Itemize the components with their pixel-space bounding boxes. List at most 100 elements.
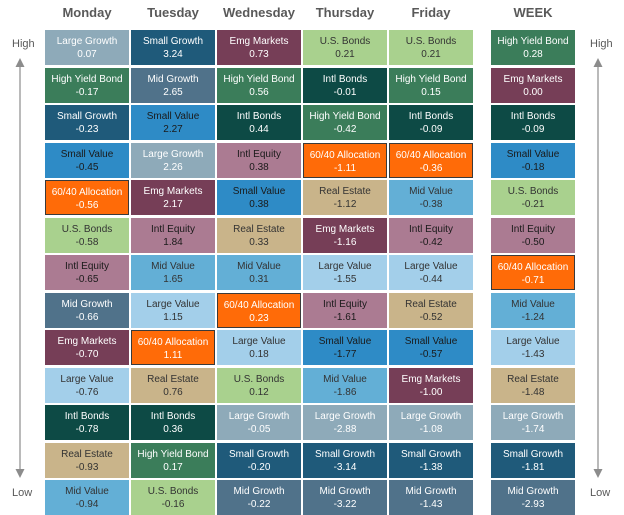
cell-label: 60/40 Allocation	[51, 187, 123, 198]
cell-label: Intl Equity	[409, 223, 453, 235]
low-label-right: Low	[590, 487, 611, 499]
cell-value: 0.17	[163, 461, 183, 473]
cell-label: Real Estate	[233, 223, 285, 235]
cell-label: Mid Growth	[61, 298, 113, 310]
quilt-cell: Mid Growth -1.43	[389, 480, 473, 515]
column-header: WEEK	[513, 5, 553, 20]
cell-value: -0.78	[75, 424, 99, 435]
cell-value: 0.73	[249, 49, 269, 60]
cell-label: Small Growth	[56, 111, 117, 122]
cell-label: Real Estate	[147, 373, 199, 385]
quilt-cell: High Yield Bond 0.56	[217, 67, 301, 103]
cell-value: -0.36	[419, 162, 443, 174]
cell-label: Mid Growth	[507, 486, 559, 497]
cell-label: Intl Equity	[65, 261, 109, 272]
cell-label: Small Value	[232, 186, 286, 197]
cell-value: 2.27	[163, 124, 183, 135]
quilt-cell: Small Growth -1.38	[389, 442, 473, 478]
quilt-cell: 60/40 Allocation -0.56	[45, 180, 129, 215]
cell-value: 3.24	[163, 49, 183, 60]
cell-label: 60/40 Allocation	[309, 149, 381, 161]
cell-value: -0.56	[75, 200, 99, 211]
cell-label: Mid Growth	[319, 486, 371, 497]
cell-label: Intl Bonds	[150, 411, 196, 422]
cell-value: -0.76	[75, 386, 99, 398]
cell-value: -0.44	[419, 274, 443, 285]
cell-label: U.S. Bonds	[319, 36, 371, 47]
quilt-cell: High Yield Bond 0.15	[389, 67, 473, 103]
cell-label: Large Growth	[142, 148, 204, 160]
quilt-cell: 60/40 Allocation -0.71	[491, 255, 575, 290]
quilt-cell: High Yield Bond -0.17	[45, 67, 129, 103]
cell-value: -0.22	[247, 499, 271, 510]
cell-label: Mid Value	[151, 261, 195, 272]
cell-value: -0.52	[419, 311, 443, 323]
cell-label: High Yield Bond	[137, 448, 209, 460]
cell-value: 1.84	[163, 236, 183, 248]
column-header: Tuesday	[147, 5, 199, 20]
quilt-cell: Large Growth -1.08	[389, 405, 473, 440]
cell-label: Emg Markets	[315, 223, 375, 235]
quilt-cell: Large Value -0.76	[45, 367, 129, 403]
cell-label: Large Growth	[56, 36, 118, 47]
quilt-cell: Emg Markets 2.17	[131, 180, 215, 215]
cell-value: 0.07	[77, 49, 97, 60]
cell-label: Intl Bonds	[322, 73, 368, 85]
cell-label: Intl Bonds	[64, 411, 110, 422]
cell-value: 0.18	[249, 349, 269, 360]
quilt-cell: U.S. Bonds -0.16	[131, 480, 215, 515]
cell-value: -0.16	[161, 499, 185, 510]
quilt-cell: Mid Growth -0.66	[45, 292, 129, 328]
quilt-cell: Mid Value 1.65	[131, 255, 215, 290]
cell-value: -1.43	[521, 349, 545, 360]
cell-value: -0.58	[75, 236, 99, 248]
cell-value: -1.74	[521, 424, 545, 435]
cell-value: -0.17	[75, 86, 99, 98]
cell-label: U.S. Bonds	[147, 486, 199, 497]
high-label-right: High	[590, 38, 613, 50]
quilt-cell: Emg Markets 0.73	[217, 30, 301, 65]
quilt-cell: Mid Value 0.31	[217, 255, 301, 290]
quilt-cell: Intl Equity -0.50	[491, 217, 575, 253]
cell-value: -1.38	[419, 461, 443, 473]
column-header: Thursday	[315, 5, 375, 20]
cell-value: 1.65	[163, 274, 183, 285]
cell-label: Large Value	[506, 336, 560, 347]
cell-value: -0.20	[247, 461, 271, 473]
quilt-cell: Mid Growth 2.65	[131, 67, 215, 103]
cell-label: Mid Value	[409, 186, 453, 197]
quilt-cell: Large Value -1.43	[491, 330, 575, 365]
cell-label: 60/40 Allocation	[137, 337, 209, 348]
cell-label: Emg Markets	[503, 73, 563, 85]
cell-label: Emg Markets	[57, 336, 117, 347]
quilt-cell: Large Growth -0.05	[217, 405, 301, 440]
quilt-cell: High Yield Bond 0.17	[131, 442, 215, 478]
quilt-cell: Intl Equity 1.84	[131, 217, 215, 253]
quilt-cell: Emg Markets -0.70	[45, 330, 129, 365]
quilt-cell: Intl Equity 0.38	[217, 142, 301, 178]
quilt-cell: Real Estate -0.93	[45, 442, 129, 478]
rank-arrow-right	[593, 58, 603, 478]
quilt-cell: U.S. Bonds -0.21	[491, 180, 575, 215]
cell-label: Large Growth	[502, 411, 564, 422]
cell-value: -0.70	[75, 349, 99, 360]
cell-label: Small Growth	[142, 36, 203, 47]
cell-value: -0.45	[75, 161, 99, 173]
cell-value: -1.61	[333, 311, 357, 323]
cell-value: -0.42	[419, 236, 443, 248]
cell-label: U.S. Bonds	[405, 36, 457, 47]
cell-value: -2.88	[333, 424, 357, 435]
quilt-cell: Real Estate -1.12	[303, 180, 387, 215]
cell-label: Large Value	[404, 261, 458, 272]
cell-label: 60/40 Allocation	[497, 262, 569, 273]
quilt-cell: Emg Markets -1.16	[303, 217, 387, 253]
cell-label: Small Growth	[502, 448, 563, 460]
cell-value: 0.36	[163, 424, 183, 435]
cell-value: 1.15	[163, 311, 183, 323]
quilt-cell: Mid Value -0.94	[45, 480, 129, 515]
quilt-cell: Large Value -1.55	[303, 255, 387, 290]
cell-label: Large Value	[318, 261, 372, 272]
quilt-cell: Large Value -0.44	[389, 255, 473, 290]
cell-value: -0.21	[521, 199, 545, 210]
cell-label: Mid Value	[65, 486, 109, 497]
